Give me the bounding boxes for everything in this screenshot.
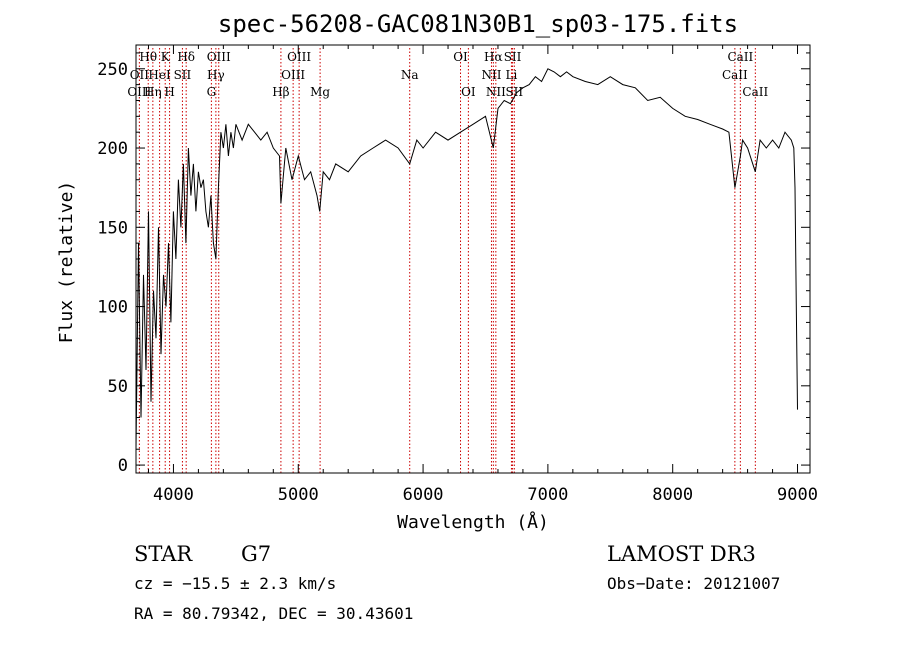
spectrum-series-line xyxy=(135,68,798,450)
spectral-line-label: OIII xyxy=(207,50,231,64)
spectral-line-label: G xyxy=(207,85,217,99)
spectral-line-label: OIII xyxy=(281,68,305,82)
ra-dec-coordinates: RA = 80.79342, DEC = 30.43601 xyxy=(134,604,413,623)
y-tick-label: 50 xyxy=(108,377,128,397)
spectral-line-label: Mg xyxy=(310,85,330,99)
redshift-velocity: cz = −15.5 ± 2.3 km/s xyxy=(134,574,336,593)
spectral-line-label: Hγ xyxy=(207,68,225,82)
object-class: STAR xyxy=(134,542,193,566)
spectral-line-label: SII xyxy=(174,68,192,82)
spectral-line-label: NII xyxy=(481,68,501,82)
spectral-line-label: H xyxy=(164,85,174,99)
x-axis: 4000 5000 6000 7000 8000 9000 xyxy=(147,45,818,505)
spectral-line-label: NII xyxy=(486,85,506,99)
spectral-line-label: K xyxy=(161,50,171,64)
chart-title: spec-56208-GAC081N30B1_sp03-175.fits xyxy=(218,10,738,38)
spectral-line-label: Hα xyxy=(484,50,503,64)
spectral-line-label: SII xyxy=(505,85,523,99)
object-subclass: G7 xyxy=(241,542,271,566)
spectral-line-label: Hδ xyxy=(177,50,195,64)
x-tick-label: 7000 xyxy=(527,485,568,505)
spectral-line-label: Li xyxy=(506,68,518,82)
spectral-line-label: OIII xyxy=(127,85,151,99)
x-tick-label: 8000 xyxy=(652,485,693,505)
spectral-line-label: OI xyxy=(461,85,476,99)
spectral-line-label: OIII xyxy=(287,50,311,64)
y-tick-label: 150 xyxy=(97,218,128,238)
spectral-line-label: Na xyxy=(401,68,419,82)
x-axis-label: Wavelength (Å) xyxy=(397,511,549,533)
spectral-line-label: Hθ xyxy=(139,50,157,64)
spectral-line-label: CaII xyxy=(742,85,768,99)
spectral-line-markers xyxy=(138,48,756,473)
spectral-line-label: OII xyxy=(130,68,150,82)
spectral-line-label: SII xyxy=(504,50,522,64)
plot-frame xyxy=(135,44,811,474)
x-tick-label: 4000 xyxy=(153,485,194,505)
spectral-line-label: OI xyxy=(453,50,468,64)
spectral-line-label: Hη xyxy=(144,85,162,99)
y-tick-label: 100 xyxy=(97,298,128,318)
y-tick-label: 250 xyxy=(97,60,128,80)
survey-name: LAMOST DR3 xyxy=(607,542,756,566)
spectral-line-label: CaII xyxy=(722,68,748,82)
x-tick-label: 9000 xyxy=(777,485,818,505)
y-tick-label: 200 xyxy=(97,139,128,159)
spectral-line-label: HeI xyxy=(148,68,171,82)
y-tick-label: 0 xyxy=(118,456,128,476)
observation-date: Obs−Date: 20121007 xyxy=(607,574,780,593)
y-axis: 0 50 100 150 200 250 xyxy=(97,52,810,476)
y-axis-label: Flux (relative) xyxy=(56,181,77,344)
spectral-line-label: CaII xyxy=(727,50,753,64)
spectral-line-label: Hβ xyxy=(272,85,289,99)
x-tick-label: 5000 xyxy=(278,485,319,505)
x-tick-label: 6000 xyxy=(403,485,444,505)
